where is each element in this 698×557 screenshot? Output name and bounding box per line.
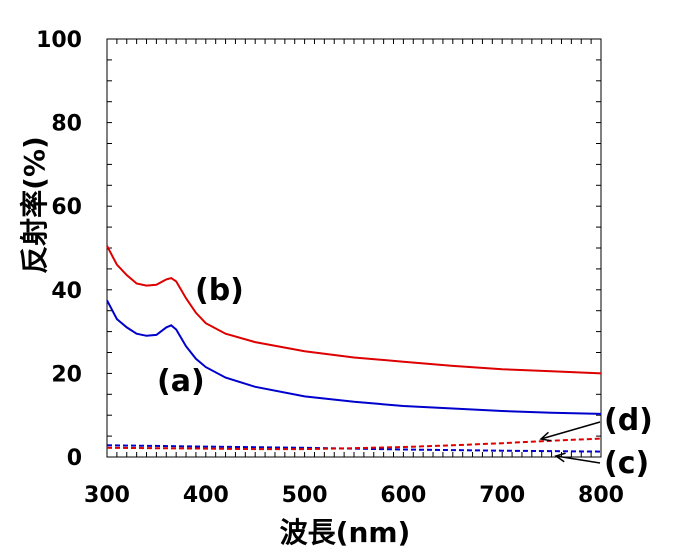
annotation-arrow-c	[555, 455, 601, 464]
x-tick-label: 500	[282, 483, 328, 508]
x-tick-label: 300	[84, 483, 130, 508]
annotation-arrowhead-d	[539, 431, 551, 442]
series-line-b	[106, 245, 602, 375]
y-tick-label: 100	[36, 28, 82, 53]
x-tick-label: 400	[183, 483, 229, 508]
y-tick-label: 0	[67, 446, 82, 471]
x-axis-title: 波長(nm)	[280, 516, 411, 549]
x-tick-label: 700	[479, 483, 525, 508]
annotation-label-d: (d)	[604, 403, 653, 438]
series-line-a	[106, 299, 602, 415]
y-tick-labels: 0 20 40 60 80 100	[36, 28, 82, 471]
annotation-arrow-d	[540, 421, 601, 440]
x-tick-label: 600	[380, 483, 426, 508]
minor-ticks	[106, 38, 602, 458]
series-layer	[106, 245, 602, 453]
series-line-c	[106, 444, 602, 453]
y-tick-label: 80	[51, 112, 82, 137]
x-tick-label: 800	[578, 483, 624, 508]
y-tick-label: 60	[51, 195, 82, 220]
annotation-label-c: (c)	[604, 446, 649, 481]
annotation-arrowhead-c	[554, 452, 566, 463]
y-tick-label: 40	[51, 279, 82, 304]
annotation-label-b: (b)	[195, 273, 244, 308]
y-axis-title: 反射率(%)	[18, 136, 51, 274]
y-tick-label: 20	[51, 362, 82, 387]
x-tick-labels: 300 400 500 600 700 800	[84, 483, 624, 508]
annotation-layer: (a) (b) (c) (d)	[157, 273, 653, 481]
series-line-d	[106, 437, 602, 451]
annotation-label-a: (a)	[157, 364, 205, 399]
